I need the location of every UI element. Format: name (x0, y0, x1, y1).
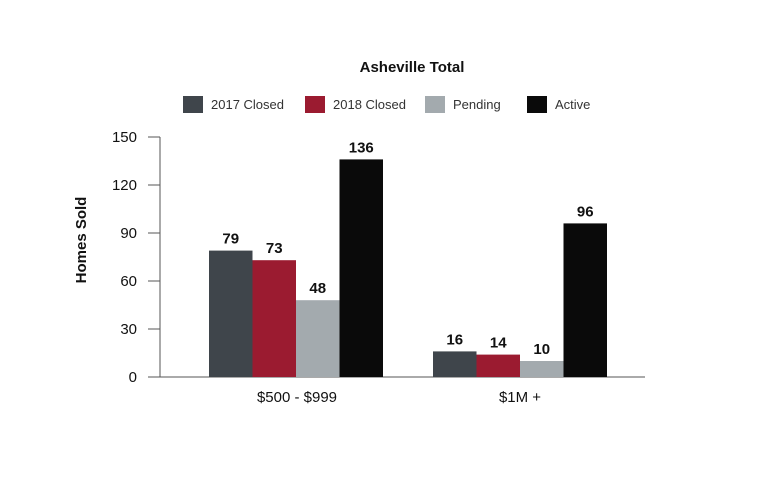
data-label: 79 (222, 231, 239, 248)
bar-active-500-999 (339, 159, 383, 377)
y-tick-label: 120 (112, 177, 137, 194)
legend-label-2017-closed: 2017 Closed (211, 97, 284, 112)
y-tick-label: 30 (120, 321, 137, 338)
data-label: 14 (490, 335, 507, 352)
y-tick-label: 60 (120, 273, 137, 290)
y-tick-label: 90 (120, 225, 137, 242)
x-category-label: $500 - $999 (257, 389, 337, 406)
bar-2018-closed-500-999 (252, 260, 296, 377)
x-category-label: $1M + (499, 389, 541, 406)
y-tick-label: 150 (112, 129, 137, 146)
data-label: 96 (577, 203, 594, 220)
legend-label-2018-closed: 2018 Closed (333, 97, 406, 112)
data-label: 136 (349, 139, 374, 156)
y-tick-label: 0 (129, 369, 137, 386)
legend-swatch-2017-closed (183, 96, 203, 113)
data-label: 73 (266, 240, 283, 257)
legend-label-pending: Pending (453, 97, 501, 112)
bar-2017-closed-500-999 (209, 250, 253, 377)
bar-2018-closed-1m (476, 354, 520, 377)
bar-pending-1m (520, 361, 564, 377)
data-label: 48 (309, 280, 326, 297)
legend-swatch-active (527, 96, 547, 113)
chart-title: Asheville Total (360, 59, 465, 76)
legend: 2017 Closed 2018 Closed Pending Active (183, 96, 590, 113)
y-axis-label: Homes Sold (73, 197, 90, 284)
legend-label-active: Active (555, 97, 590, 112)
bars: 79 73 48 136 16 14 10 96 (209, 139, 607, 377)
bar-pending-500-999 (296, 300, 340, 377)
bar-active-1m (563, 223, 607, 377)
bar-2017-closed-1m (433, 351, 477, 377)
x-axis-categories: $500 - $999 $1M + (257, 389, 541, 406)
data-label: 10 (533, 341, 550, 358)
y-axis-ticks: 0 30 60 90 120 150 (112, 129, 160, 386)
legend-swatch-2018-closed (305, 96, 325, 113)
data-label: 16 (446, 331, 463, 348)
legend-swatch-pending (425, 96, 445, 113)
